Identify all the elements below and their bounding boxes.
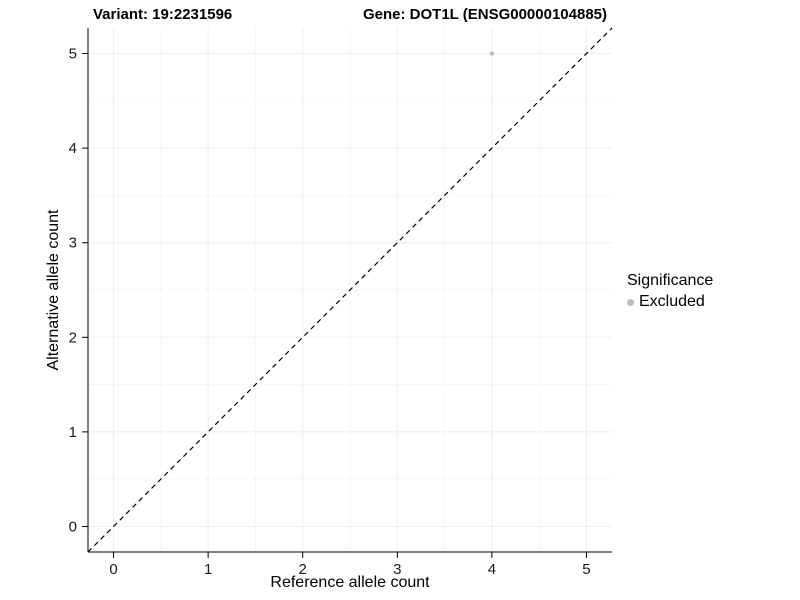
y-tick-label: 4 bbox=[69, 140, 77, 157]
y-tick-label: 5 bbox=[69, 46, 77, 63]
identity-line bbox=[87, 27, 613, 553]
y-tick-label: 3 bbox=[69, 235, 77, 252]
x-tick-label: 1 bbox=[204, 561, 212, 578]
x-tick-label: 2 bbox=[299, 561, 307, 578]
y-tick-label: 2 bbox=[69, 329, 77, 346]
x-tick-label: 3 bbox=[393, 561, 401, 578]
x-axis-label: Reference allele count bbox=[270, 574, 430, 591]
legend-entry-label: Excluded bbox=[639, 293, 705, 310]
y-tick-label: 1 bbox=[69, 424, 77, 441]
x-tick-label: 5 bbox=[582, 561, 590, 578]
variant-title: Variant: 19:2231596 bbox=[93, 6, 233, 23]
legend: Significance Excluded bbox=[627, 272, 713, 311]
legend-title: Significance bbox=[627, 272, 714, 289]
data-point bbox=[489, 51, 495, 56]
y-tick-label: 0 bbox=[69, 518, 77, 535]
x-tick-label: 0 bbox=[109, 561, 117, 578]
x-tick-label: 4 bbox=[488, 561, 496, 578]
gene-title: Gene: DOT1L (ENSG00000104885) bbox=[363, 6, 608, 23]
y-axis-label: Alternative allele count bbox=[45, 209, 62, 371]
legend-entry: Excluded bbox=[627, 293, 713, 311]
legend-point-icon bbox=[627, 298, 634, 306]
